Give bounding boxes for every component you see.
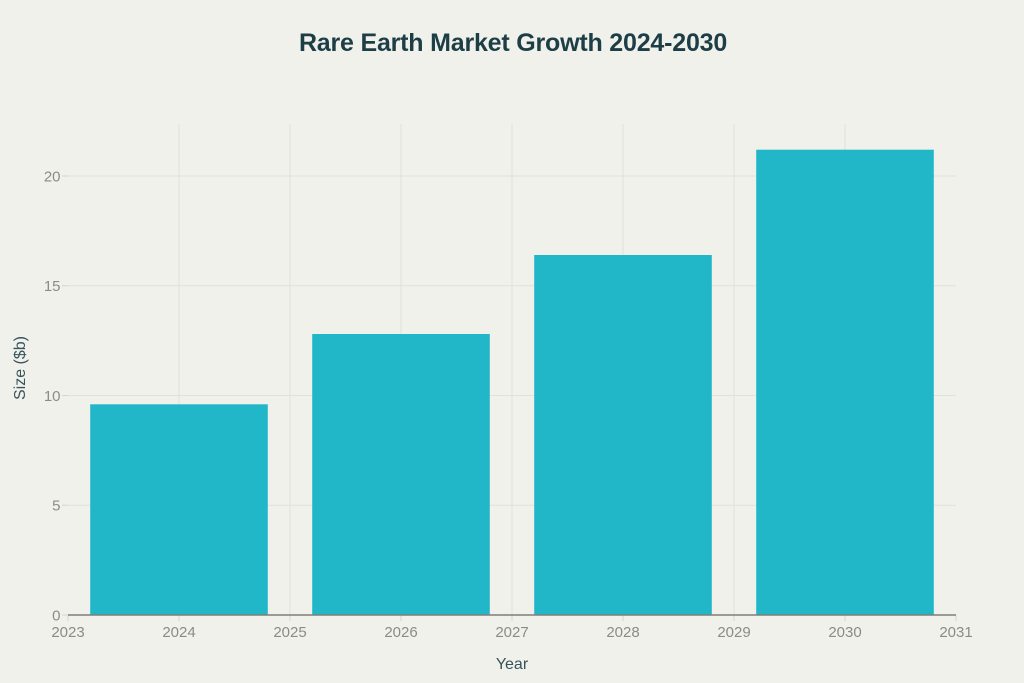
- svg-text:2030: 2030: [828, 624, 861, 641]
- svg-text:2024: 2024: [162, 624, 195, 641]
- svg-text:2027: 2027: [495, 624, 528, 641]
- svg-text:2026: 2026: [384, 624, 417, 641]
- svg-text:Rare Earth Market Growth 2024-: Rare Earth Market Growth 2024-2030: [299, 29, 727, 57]
- svg-text:2029: 2029: [717, 624, 750, 641]
- svg-text:0: 0: [52, 607, 60, 624]
- svg-text:2031: 2031: [939, 624, 972, 641]
- svg-text:Size ($b): Size ($b): [12, 336, 29, 400]
- svg-text:10: 10: [44, 388, 61, 405]
- svg-text:20: 20: [44, 168, 61, 185]
- svg-text:5: 5: [52, 498, 60, 515]
- svg-text:15: 15: [44, 278, 61, 295]
- svg-text:2023: 2023: [51, 624, 84, 641]
- svg-text:2025: 2025: [273, 624, 306, 641]
- svg-text:2028: 2028: [606, 624, 639, 641]
- svg-text:Year: Year: [496, 656, 529, 673]
